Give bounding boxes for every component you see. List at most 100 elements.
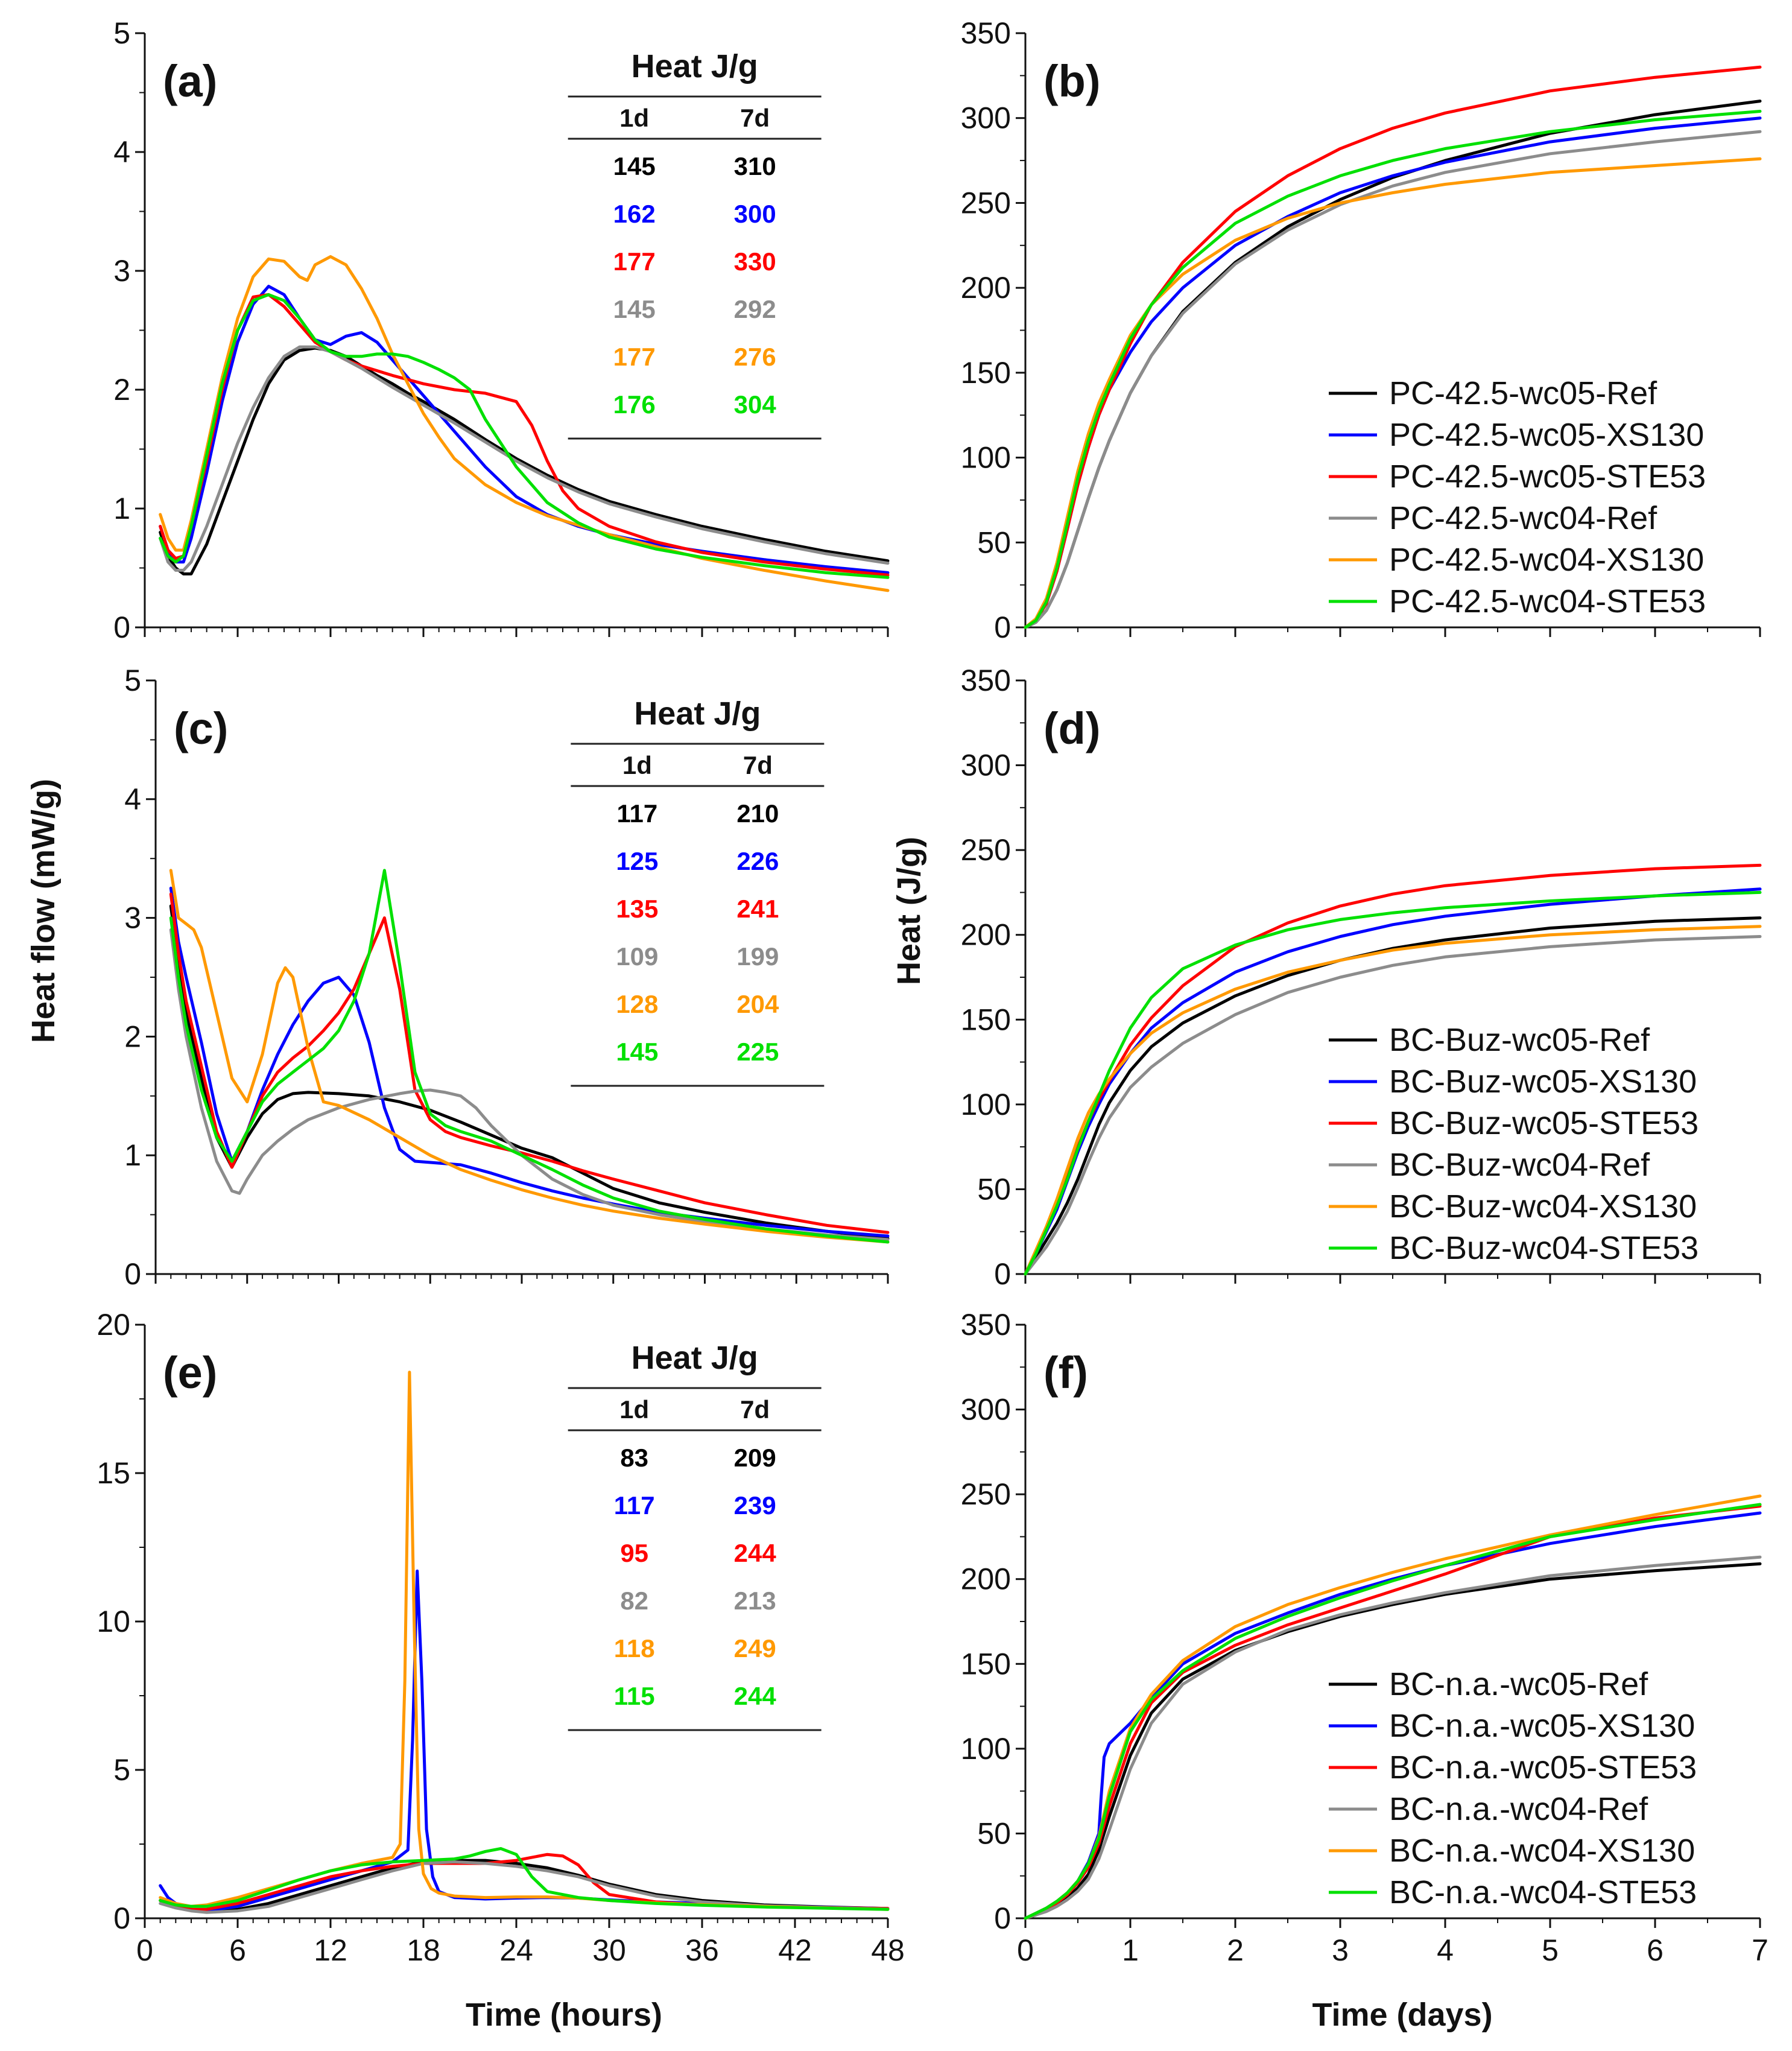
- table-col-header: 1d: [622, 751, 652, 779]
- table-cell-7d: 213: [734, 1587, 776, 1615]
- time-hours-axis-title: Time (hours): [466, 1997, 662, 2033]
- series-line-BC-n.a.-wc04-STE53: [159, 1847, 890, 1911]
- table-title: Heat J/g: [632, 1340, 758, 1376]
- table-cell-7d: 199: [736, 942, 779, 971]
- y-tick-label: 200: [961, 918, 1011, 952]
- x-tick-label: 4: [1437, 1933, 1454, 1967]
- x-tick-label: 36: [685, 1933, 719, 1967]
- y-tick-label: 350: [961, 16, 1011, 50]
- series-line-BC-n.a.-wc04-Ref: [1024, 1555, 1762, 1920]
- legend-label: BC-Buz-wc05-Ref: [1389, 1022, 1650, 1058]
- legend-label: BC-Buz-wc05-XS130: [1389, 1064, 1697, 1100]
- y-tick-label: 50: [977, 1172, 1011, 1206]
- table-cell-7d: 300: [734, 200, 776, 228]
- table-cell-1d: 118: [614, 1634, 655, 1663]
- table-cell-1d: 135: [616, 895, 658, 923]
- y-tick-label: 300: [961, 1393, 1011, 1427]
- y-tick-label: 20: [97, 1308, 130, 1342]
- table-cell-7d: 244: [734, 1682, 777, 1710]
- series-line-PC-42.5-wc04-XS130: [159, 255, 890, 592]
- table-cell-7d: 304: [734, 390, 777, 419]
- table-col-header: 1d: [619, 104, 649, 132]
- legend-label: PC-42.5-wc04-XS130: [1389, 542, 1704, 578]
- series-line-BC-Buz-wc05-Ref: [1024, 916, 1762, 1276]
- y-tick-label: 350: [961, 664, 1011, 697]
- x-tick-label: 3: [1332, 1933, 1349, 1967]
- y-tick-label: 0: [994, 1901, 1011, 1935]
- table-cell-7d: 292: [734, 295, 776, 323]
- y-tick-label: 0: [113, 1901, 130, 1935]
- table-cell-1d: 145: [613, 295, 656, 323]
- series-line-BC-Buz-wc05-STE53: [169, 892, 890, 1234]
- y-tick-label: 4: [124, 782, 141, 816]
- legend-label: PC-42.5-wc05-XS130: [1389, 417, 1704, 453]
- y-tick-label: 250: [961, 1477, 1011, 1511]
- panel-label: (b): [1043, 56, 1101, 106]
- panel-label: (e): [163, 1348, 217, 1398]
- table-cell-1d: 162: [613, 200, 656, 228]
- legend-label: BC-n.a.-wc04-Ref: [1389, 1791, 1648, 1827]
- table-cell-1d: 83: [620, 1444, 648, 1472]
- y-tick-label: 150: [961, 1003, 1011, 1036]
- legend-label: PC-42.5-wc04-STE53: [1389, 583, 1706, 620]
- x-tick-label: 24: [499, 1933, 533, 1967]
- series-line-BC-Buz-wc04-XS130: [169, 869, 890, 1244]
- table-cell-1d: 117: [614, 1491, 655, 1520]
- y-tick-label: 2: [113, 373, 130, 407]
- panel-d: 0 50 100 150 200 250 300 350 (d) BC-Buz-wc05-Ref B…: [961, 664, 1762, 1291]
- heat-axis-title: Heat (J/g): [891, 837, 927, 985]
- table-col-header: 7d: [740, 104, 770, 132]
- legend-label: PC-42.5-wc05-Ref: [1389, 375, 1657, 411]
- table-cell-7d: 241: [736, 895, 779, 923]
- table-col-header: 1d: [619, 1395, 649, 1424]
- series-line-PC-42.5-wc05-Ref: [159, 346, 890, 575]
- table-title: Heat J/g: [632, 48, 758, 84]
- table-cell-1d: 117: [616, 799, 657, 828]
- series-line-PC-42.5-wc04-STE53: [1024, 110, 1762, 629]
- table-cell-7d: 210: [736, 799, 779, 828]
- x-tick-label: 1: [1122, 1933, 1139, 1967]
- table-cell-7d: 249: [734, 1634, 776, 1663]
- legend-label: BC-Buz-wc04-Ref: [1389, 1147, 1650, 1183]
- panel-label: (d): [1043, 703, 1101, 753]
- y-tick-label: 0: [124, 1257, 141, 1291]
- series-line-BC-Buz-wc04-XS130: [1024, 925, 1762, 1276]
- y-tick-label: 0: [113, 610, 130, 644]
- panel-a: 0 1 2 3 4 5 (a) Heat J/g 1d 7d 145 310 162 300 177 330 1…: [113, 16, 890, 644]
- table-cell-1d: 176: [613, 390, 656, 419]
- y-tick-label: 5: [124, 664, 141, 697]
- y-tick-label: 300: [961, 101, 1011, 135]
- y-tick-label: 0: [994, 1257, 1011, 1291]
- x-tick-label: 2: [1227, 1933, 1244, 1967]
- series-line-BC-n.a.-wc04-STE53: [1024, 1503, 1762, 1920]
- table-cell-7d: 244: [734, 1539, 777, 1567]
- table-cell-7d: 209: [734, 1444, 776, 1472]
- x-tick-label: 6: [1647, 1933, 1664, 1967]
- table-cell-1d: 95: [620, 1539, 648, 1567]
- y-tick-label: 1: [113, 492, 130, 525]
- series-line-BC-Buz-wc05-XS130: [169, 886, 890, 1238]
- table-cell-7d: 276: [734, 343, 776, 371]
- table-col-header: 7d: [740, 1395, 770, 1424]
- table-cell-7d: 225: [736, 1038, 779, 1066]
- y-tick-label: 200: [961, 1562, 1011, 1596]
- panel-label: (f): [1043, 1348, 1088, 1398]
- x-tick-label: 30: [592, 1933, 626, 1967]
- x-tick-label: 48: [871, 1933, 905, 1967]
- table-cell-1d: 145: [616, 1038, 658, 1066]
- table-cell-7d: 330: [734, 247, 776, 276]
- panel-f: 0 50 100 150 200 250 300 350 0 1 2 3 4 5 6 7 (f) BC-n.a.-…: [961, 1308, 1768, 1967]
- x-tick-label: 42: [778, 1933, 812, 1967]
- panel-label: (a): [163, 56, 217, 106]
- panel-c: 0 1 2 3 4 5 (c) Heat J/g 1d 7d 117 210 125 226 135 241 1…: [124, 664, 890, 1291]
- y-tick-label: 100: [961, 1732, 1011, 1766]
- table-cell-1d: 128: [616, 990, 658, 1018]
- series-line-BC-Buz-wc04-Ref: [1024, 935, 1762, 1276]
- table-cell-1d: 115: [614, 1682, 655, 1710]
- series-line-PC-42.5-wc04-Ref: [159, 345, 890, 572]
- series-line-PC-42.5-wc04-Ref: [1024, 130, 1762, 629]
- table-cell-7d: 310: [734, 152, 776, 180]
- y-tick-label: 3: [113, 254, 130, 288]
- y-tick-label: 50: [977, 525, 1011, 559]
- legend-label: BC-n.a.-wc05-XS130: [1389, 1708, 1695, 1744]
